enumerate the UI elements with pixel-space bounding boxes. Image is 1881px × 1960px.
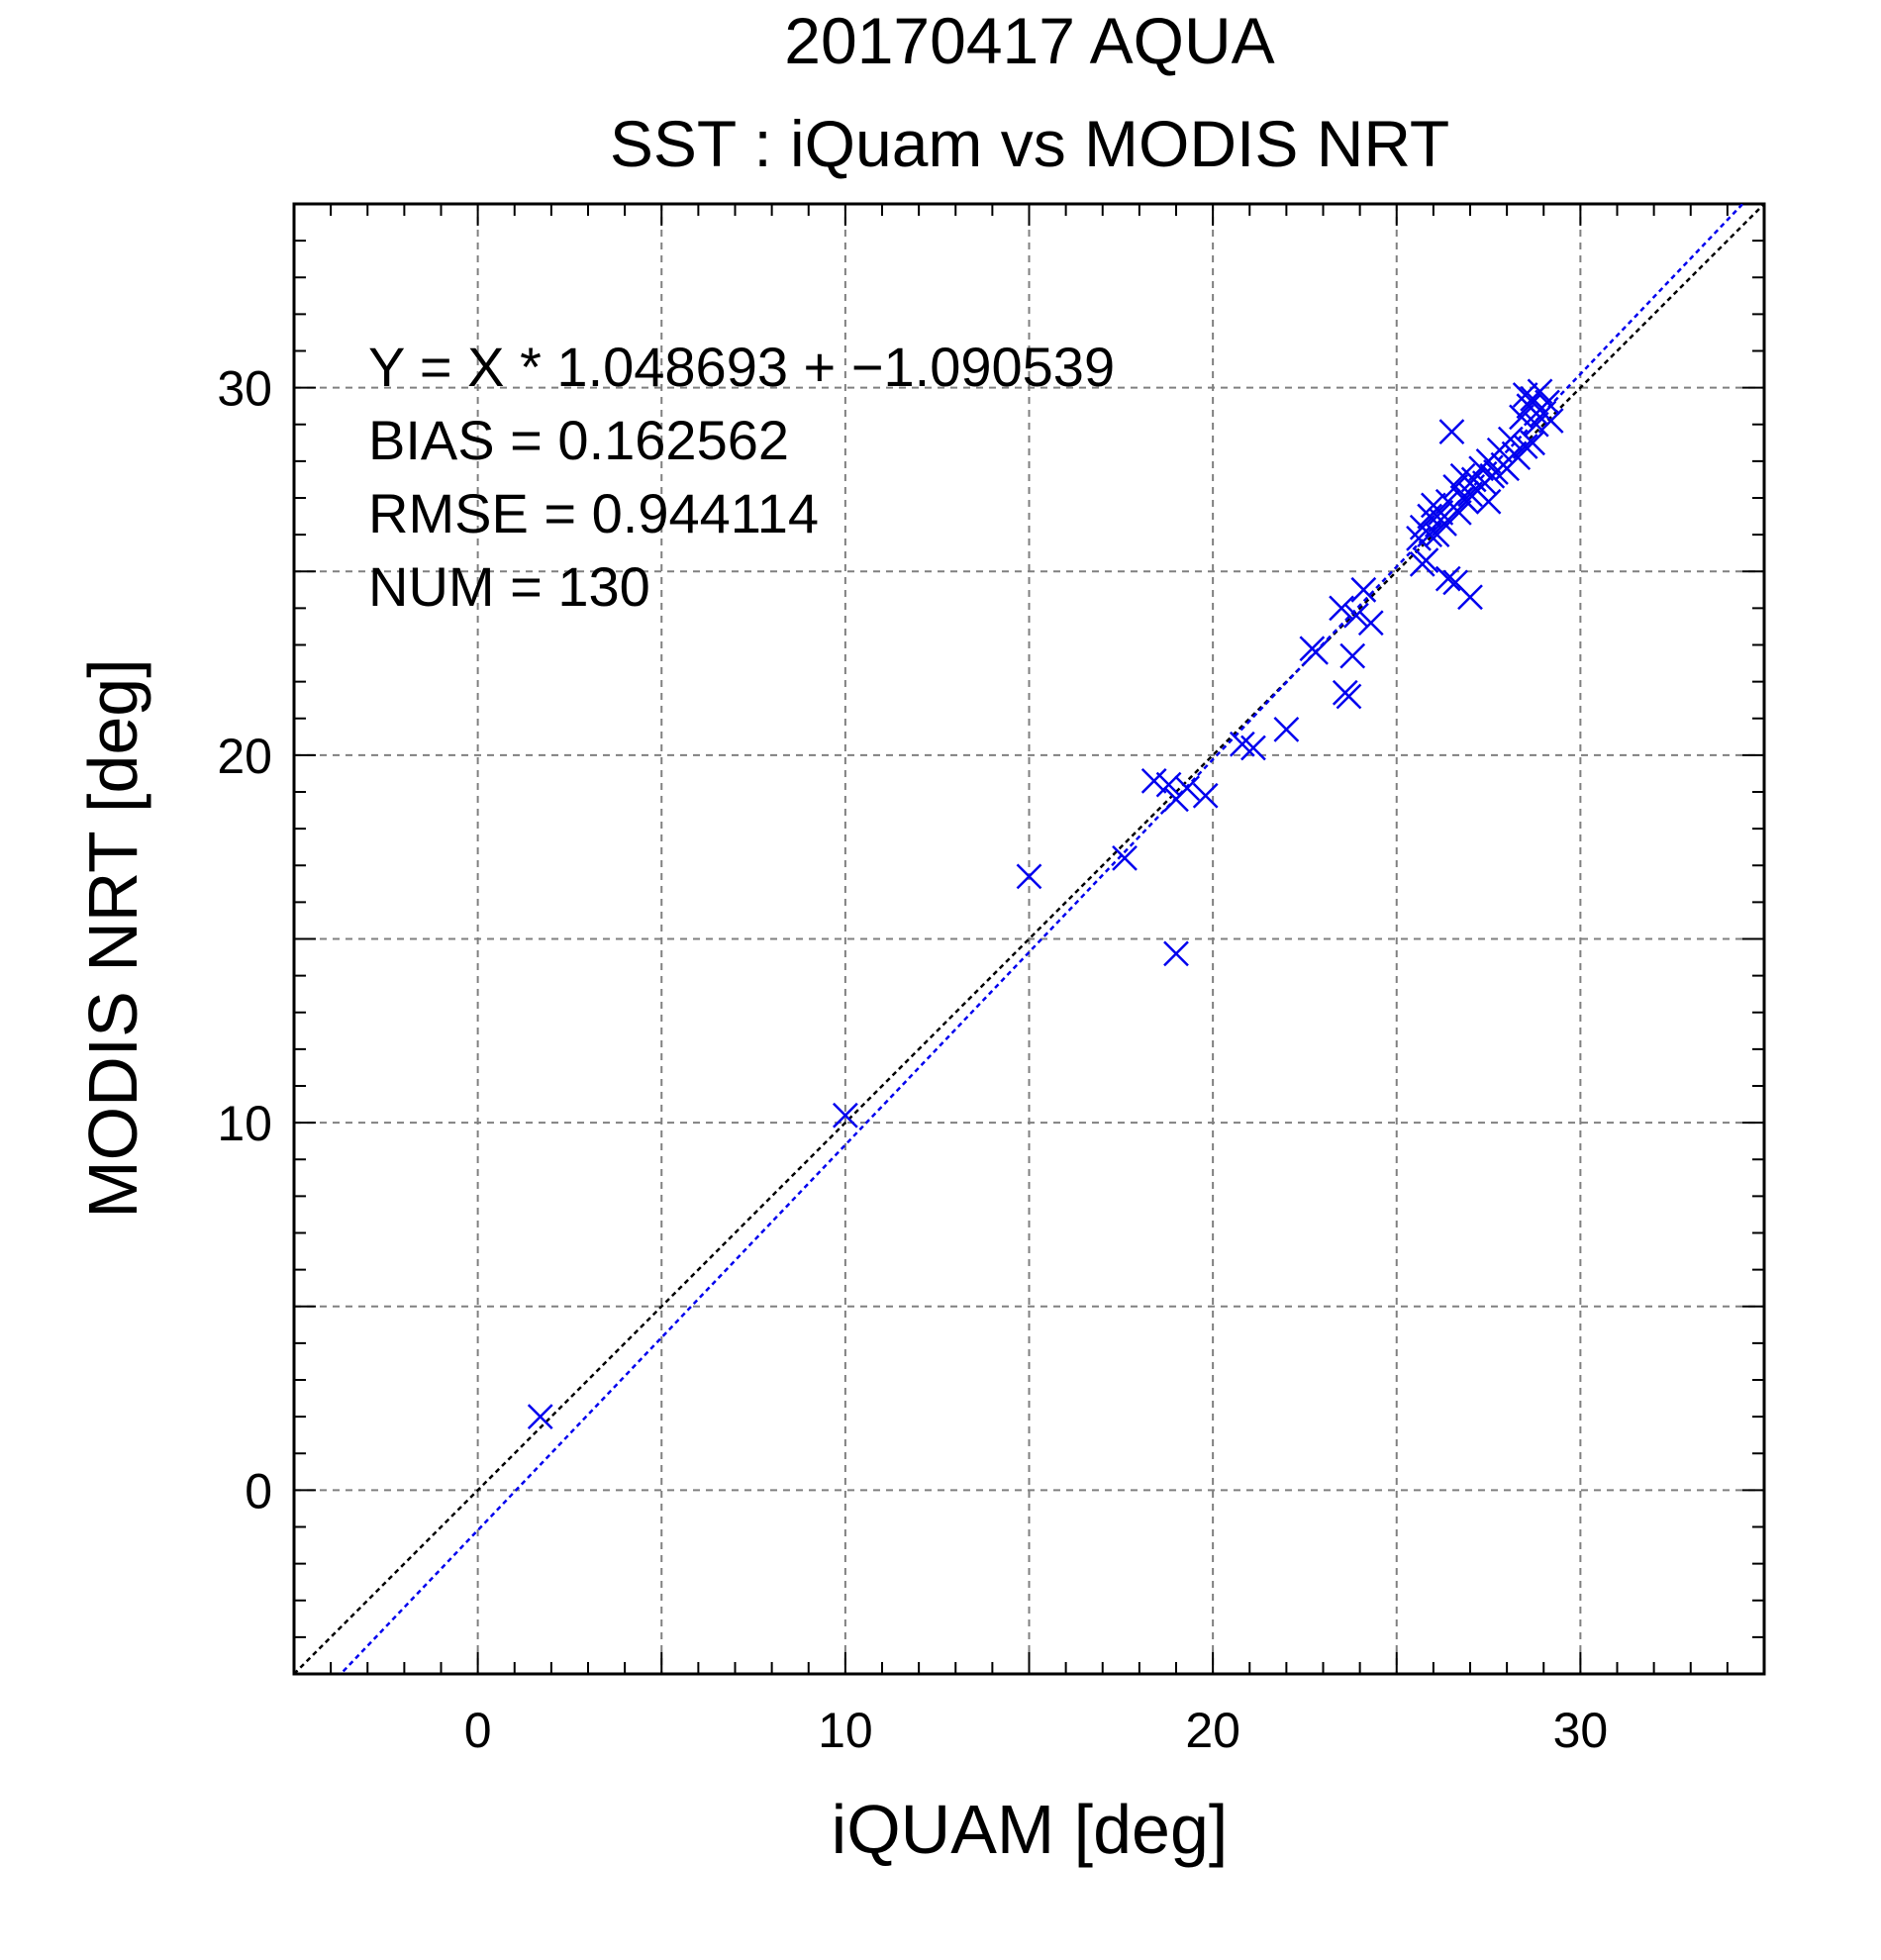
x-tick-labels: 0 10 20 30 <box>464 1703 1608 1758</box>
data-point <box>1424 522 1450 548</box>
data-point <box>1449 485 1476 511</box>
data-point <box>1332 679 1358 706</box>
data-point <box>1339 642 1366 669</box>
stats-line: Y = X * 1.048693 + −1.090539 <box>368 336 1115 398</box>
y-tick-label: 20 <box>217 729 272 784</box>
data-point <box>1512 434 1538 459</box>
y-tick-label: 10 <box>217 1096 272 1151</box>
x-tick-label: 20 <box>1185 1703 1240 1758</box>
stats-annotations: Y = X * 1.048693 + −1.090539 BIAS = 0.162… <box>368 336 1115 618</box>
x-tick-label: 30 <box>1553 1703 1609 1758</box>
data-point <box>1413 547 1439 573</box>
data-point <box>1417 522 1443 548</box>
data-point <box>1357 610 1384 637</box>
data-point <box>1497 426 1524 452</box>
plot-frame <box>292 202 1766 1676</box>
data-point <box>1457 584 1483 611</box>
y-axis-label: MODIS NRT [deg] <box>74 658 151 1218</box>
y-tick-label: 30 <box>217 361 272 417</box>
data-point <box>1442 473 1469 500</box>
x-tick-label: 0 <box>464 1703 492 1758</box>
data-points <box>527 378 1564 1430</box>
chart-subtitle: SST : iQuam vs MODIS NRT <box>610 107 1449 180</box>
data-point <box>1438 419 1465 445</box>
data-point <box>527 1404 553 1430</box>
data-point <box>1457 481 1483 508</box>
data-point <box>1531 400 1557 427</box>
data-point <box>1527 378 1553 405</box>
data-point <box>1435 565 1461 592</box>
fit-line <box>339 204 1745 1674</box>
y-tick-label: 0 <box>245 1463 272 1519</box>
data-point <box>1192 782 1219 809</box>
stats-line: NUM = 130 <box>368 555 650 618</box>
data-point <box>1509 404 1534 431</box>
data-point <box>1523 411 1549 438</box>
data-point <box>1350 576 1377 603</box>
stats-line: RMSE = 0.944114 <box>368 482 819 544</box>
data-point <box>1163 940 1189 967</box>
data-point <box>1273 717 1300 742</box>
data-point <box>1303 639 1329 665</box>
data-point <box>1112 844 1138 871</box>
data-point <box>1329 595 1354 622</box>
y-tick-labels: 0 10 20 30 <box>217 361 272 1519</box>
data-point <box>1343 602 1369 629</box>
chart-title: 20170417 AQUA <box>784 4 1274 77</box>
axis-ticks <box>294 204 1764 1674</box>
data-point <box>1505 444 1532 471</box>
data-point <box>1016 863 1042 890</box>
x-tick-label: 10 <box>818 1703 873 1758</box>
data-point <box>1445 499 1472 526</box>
stats-line: BIAS = 0.162562 <box>368 409 789 471</box>
data-point <box>1428 499 1454 526</box>
x-axis-label: iQUAM [deg] <box>832 1791 1229 1868</box>
data-point <box>1240 735 1266 761</box>
data-point <box>1140 767 1167 794</box>
data-point <box>832 1102 858 1128</box>
data-point <box>1174 775 1201 802</box>
